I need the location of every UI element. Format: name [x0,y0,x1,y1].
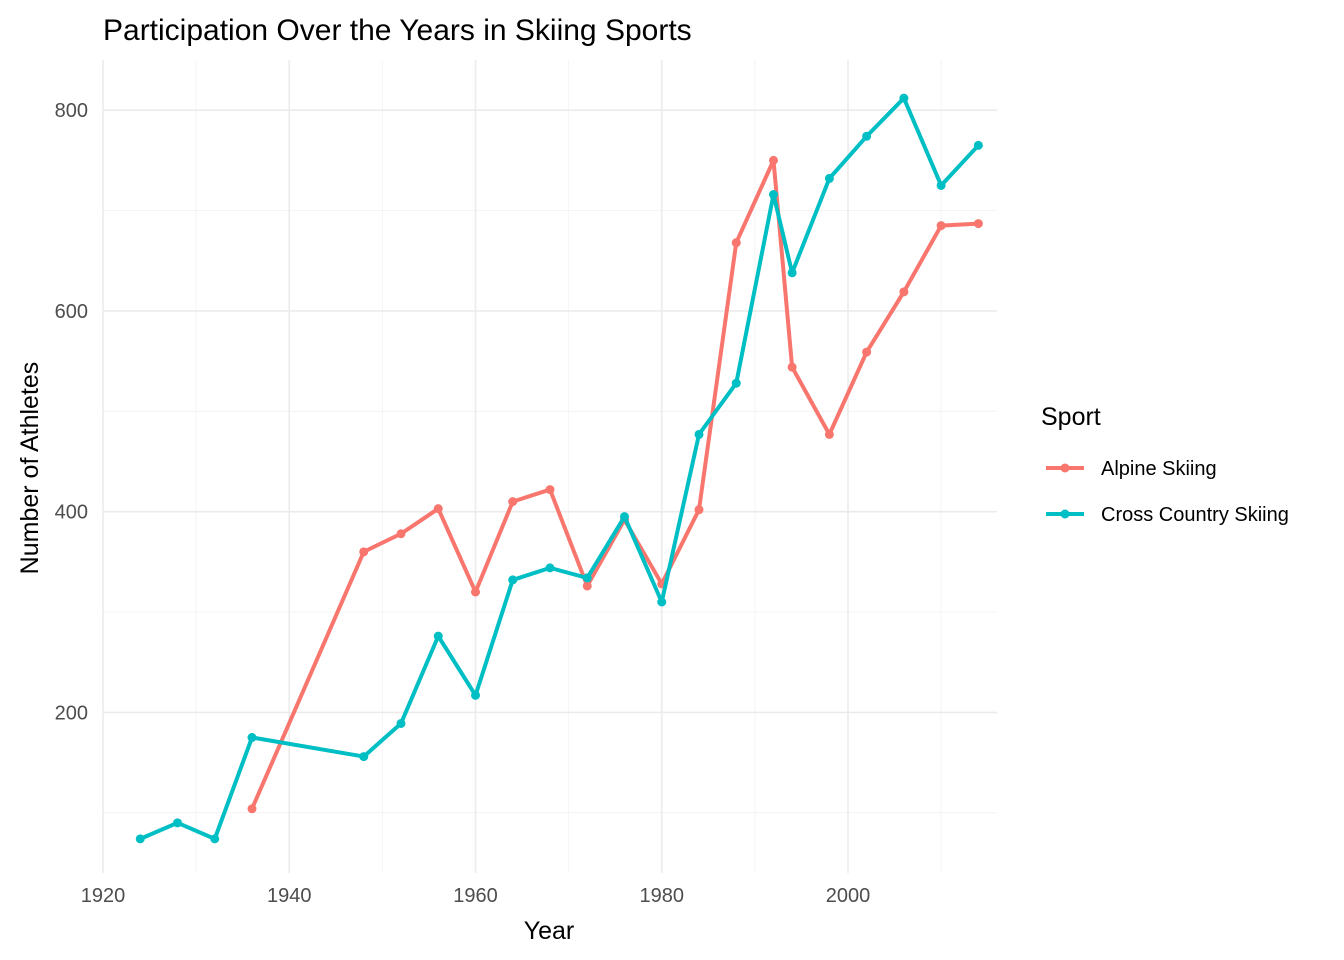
y-axis-ticks: 200 400 600 800 [55,100,88,724]
y-axis-title: Number of Athletes [16,362,44,575]
data-point [694,429,704,439]
data-point [769,189,778,199]
data-point [769,155,778,165]
y-tick-label: 600 [55,301,88,323]
data-point [899,287,909,297]
y-tick-label: 400 [55,502,88,524]
x-axis-ticks: 1920 1940 1960 1980 2000 [81,885,871,907]
data-point [545,485,555,495]
legend-key-point [1060,509,1070,519]
series-alpine-skiing [247,155,983,814]
data-point [433,504,443,514]
data-point [396,529,406,539]
series-layer [135,93,983,844]
data-point [824,173,834,183]
legend-label: Cross Country Skiing [1101,504,1289,526]
data-point [396,718,406,728]
x-tick-label: 2000 [826,885,871,907]
legend-item: Alpine Skiing [1046,458,1217,480]
chart-title: Participation Over the Years in Skiing S… [103,14,692,47]
legend-title: Sport [1041,403,1101,431]
data-point [899,93,909,103]
legend-key-point [1060,463,1070,473]
data-point [694,505,704,515]
data-point [731,378,741,388]
data-point [620,512,629,522]
data-point [173,818,182,828]
data-point [582,573,592,583]
x-tick-label: 1960 [453,885,498,907]
data-point [508,497,518,507]
plot-area [102,60,997,873]
series-line [139,96,980,841]
data-point [247,804,257,814]
data-point [359,547,369,557]
series-line [250,158,979,810]
legend-label: Alpine Skiing [1101,458,1217,480]
x-tick-label: 1920 [81,885,126,907]
data-point [247,733,257,742]
data-point [508,575,518,585]
data-point [787,268,797,278]
series-cross-country-skiing [135,93,983,844]
y-tick-label: 800 [55,100,88,122]
data-point [657,597,667,607]
data-point [135,834,145,844]
legend-item: Cross Country Skiing [1046,504,1289,526]
data-point [936,221,946,231]
data-point [862,131,872,141]
data-point [359,752,369,762]
x-tick-label: 1940 [267,885,312,907]
data-point [862,347,872,357]
data-point [787,362,797,372]
legend: Sport Alpine Skiing Cross Country Skiing [1041,403,1289,526]
data-point [973,219,983,229]
legend-items: Alpine Skiing Cross Country Skiing [1046,458,1289,526]
data-point [936,180,946,190]
data-point [973,140,983,150]
data-point [210,834,220,844]
data-point [731,238,741,248]
data-point [433,631,443,641]
y-tick-label: 200 [55,702,88,724]
x-axis-title: Year [524,917,575,945]
data-point [471,690,480,700]
data-point [471,587,480,597]
data-point [582,581,592,591]
x-tick-label: 1980 [640,885,685,907]
grid [102,60,997,873]
data-point [824,429,834,439]
data-point [545,563,555,573]
